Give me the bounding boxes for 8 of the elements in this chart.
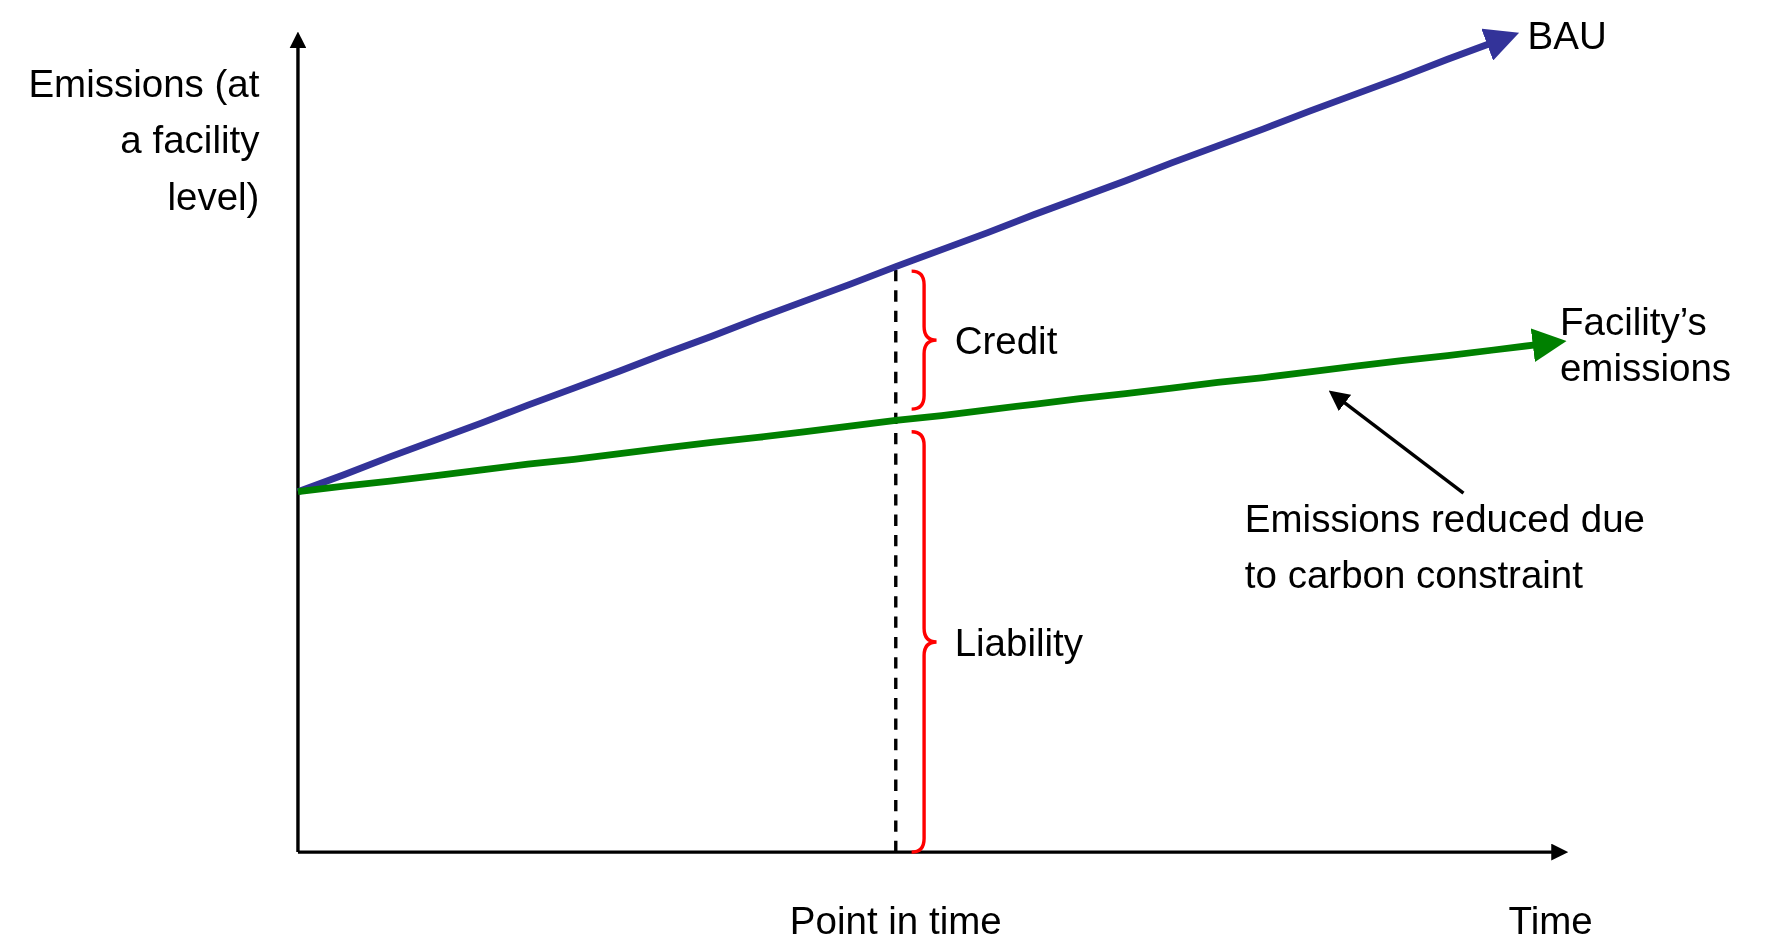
series-label: BAU xyxy=(1527,14,1607,58)
annotation: Liability xyxy=(954,620,1084,664)
y-axis-title: Emissions (at a facility level) xyxy=(28,61,261,218)
annotation: Emissions reduced due to carbon constraint xyxy=(1244,496,1646,597)
series-label: Facility’s emissions xyxy=(1559,300,1732,389)
text: Point in time xyxy=(789,898,1002,942)
x-axis-title: Time xyxy=(1508,898,1593,942)
annotation: Credit xyxy=(954,318,1058,362)
